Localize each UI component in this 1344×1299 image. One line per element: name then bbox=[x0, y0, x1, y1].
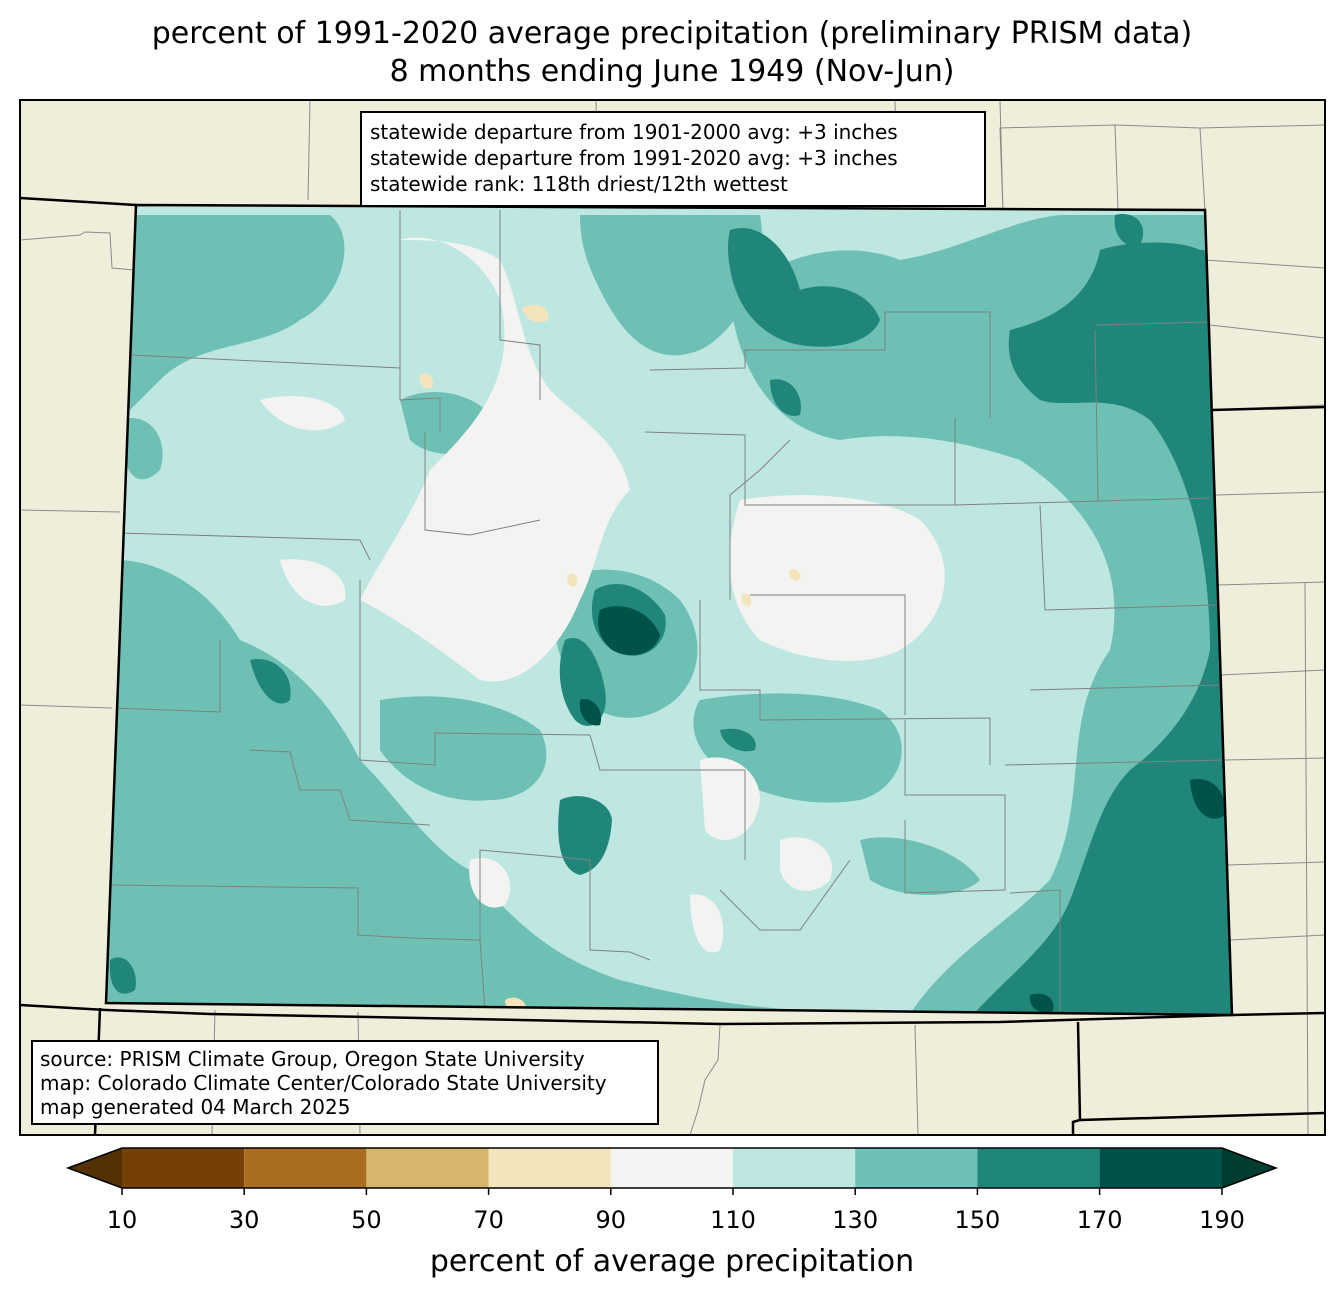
generated-date: map generated 04 March 2025 bbox=[40, 1095, 351, 1119]
colorbar-segment bbox=[122, 1148, 245, 1188]
map-title: percent of 1991-2020 average precipitati… bbox=[151, 16, 1193, 51]
colorbar-tick-label: 150 bbox=[954, 1206, 1001, 1234]
colorbar-tick-label: 110 bbox=[710, 1206, 756, 1234]
colorbar-label: percent of average precipitation bbox=[429, 1244, 915, 1279]
statewide-stats-box: statewide departure from 1901-2000 avg: … bbox=[360, 111, 986, 207]
stats-departure-1901-2000: statewide departure from 1901-2000 avg: … bbox=[370, 120, 898, 144]
colorbar-tick-label: 50 bbox=[351, 1206, 382, 1234]
colorbar-tick-label: 70 bbox=[473, 1206, 504, 1234]
colorbar-under-triangle bbox=[68, 1148, 122, 1188]
map-frame bbox=[19, 99, 1326, 1136]
colorbar-tick-label: 170 bbox=[1076, 1206, 1123, 1234]
colorbar-tick-label: 90 bbox=[595, 1206, 627, 1234]
colorbar-segment bbox=[1099, 1148, 1222, 1188]
colorbar-segment bbox=[610, 1148, 733, 1188]
colorbar-segment bbox=[244, 1148, 367, 1188]
colorbar-segment bbox=[366, 1148, 489, 1188]
map-subtitle: 8 months ending June 1949 (Nov-Jun) bbox=[389, 54, 955, 89]
source-credits-box: source: PRISM Climate Group, Oregon Stat… bbox=[31, 1040, 659, 1125]
colorbar-segment bbox=[733, 1148, 856, 1188]
colorbar-over-triangle bbox=[1222, 1148, 1276, 1188]
source-credit: source: PRISM Climate Group, Oregon Stat… bbox=[40, 1047, 585, 1071]
stats-rank: statewide rank: 118th driest/12th wettes… bbox=[370, 172, 788, 196]
stats-departure-1991-2020: statewide departure from 1991-2020 avg: … bbox=[370, 146, 898, 170]
colorbar-segment bbox=[855, 1148, 978, 1188]
county-boundaries bbox=[109, 210, 1226, 1015]
colorbar-tick-label: 10 bbox=[106, 1206, 138, 1234]
colorbar-segment bbox=[977, 1148, 1100, 1188]
colorbar-tick-label: 130 bbox=[832, 1206, 879, 1234]
colorbar-tick-label: 30 bbox=[228, 1206, 260, 1234]
map-credit: map: Colorado Climate Center/Colorado St… bbox=[40, 1071, 607, 1095]
colorbar-segment bbox=[488, 1148, 611, 1188]
colorbar-tick-label: 190 bbox=[1199, 1206, 1245, 1234]
colorado-precip-field bbox=[106, 205, 1232, 1015]
colorado-outline bbox=[104, 203, 1234, 1017]
colorbar bbox=[65, 1147, 1279, 1195]
